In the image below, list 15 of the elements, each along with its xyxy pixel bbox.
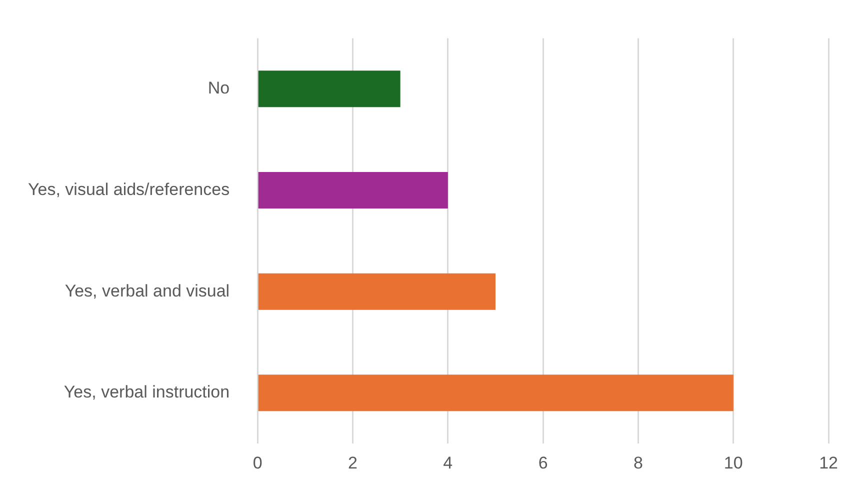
- x-tick-label: 12: [819, 453, 838, 472]
- y-tick-label: No: [208, 78, 230, 98]
- y-tick-label: Yes, visual aids/references: [28, 180, 230, 199]
- bar: [258, 70, 400, 108]
- x-tick-label: 4: [443, 453, 453, 472]
- x-tick-label: 6: [538, 453, 548, 472]
- x-tick-label: 8: [633, 453, 643, 472]
- y-tick-label: Yes, verbal and visual: [64, 281, 230, 300]
- x-tick-label: 0: [252, 453, 262, 472]
- y-tick-label: Yes, verbal instruction: [64, 382, 230, 402]
- x-tick-label: 10: [724, 453, 743, 472]
- bar: [258, 374, 734, 412]
- bar: [258, 172, 448, 208]
- bar: [258, 273, 496, 310]
- x-tick-label: 2: [348, 453, 358, 472]
